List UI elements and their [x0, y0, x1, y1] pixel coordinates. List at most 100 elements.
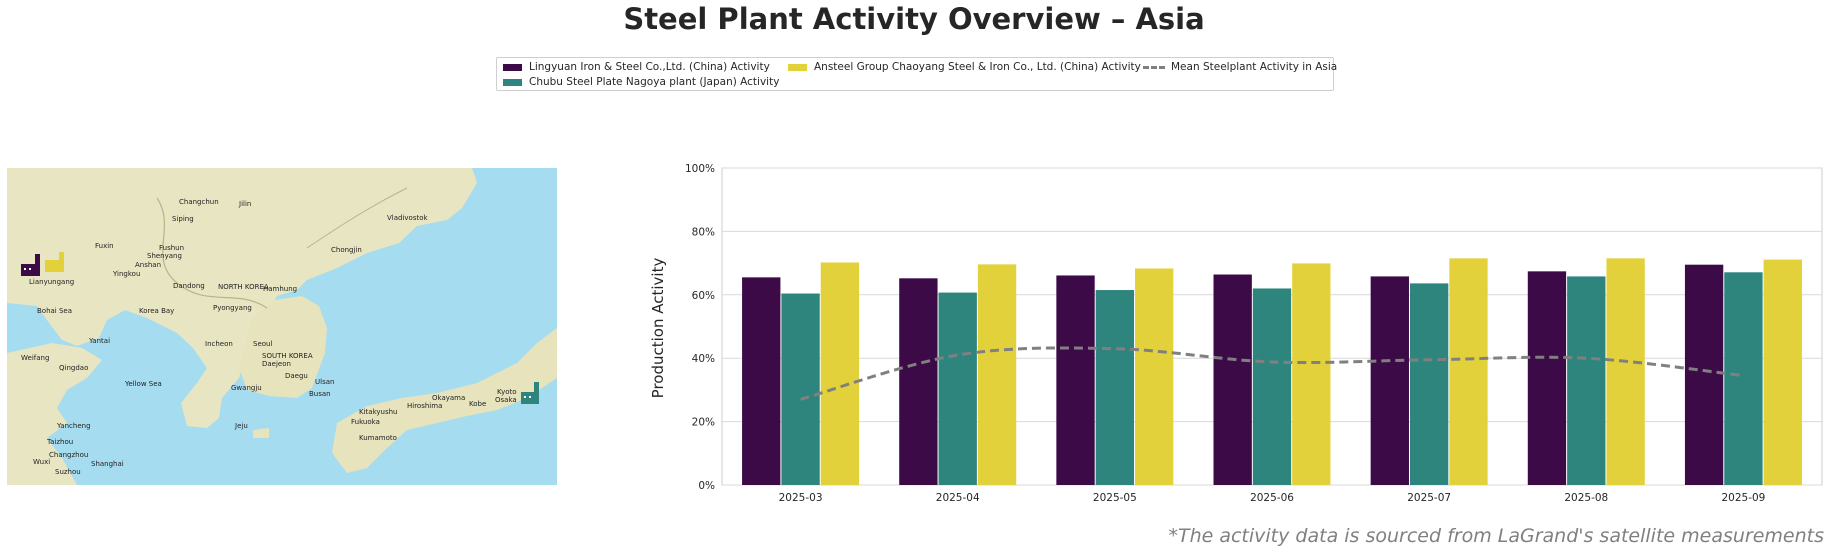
factory-icon-lingyuan	[21, 254, 40, 276]
legend-item-lingyuan: Lingyuan Iron & Steel Co.,Ltd. (China) A…	[503, 61, 770, 73]
map-mainland-south	[7, 343, 102, 485]
bar-ansteel-2025-08	[1606, 258, 1645, 485]
map-korea	[239, 296, 327, 398]
map-label: Weifang	[21, 354, 49, 362]
map-label: Kyoto	[497, 388, 517, 396]
map-label: Kitakyushu	[359, 408, 397, 416]
map-label: Pyongyang	[213, 304, 252, 312]
y-tick-label: 80%	[692, 226, 715, 238]
y-axis-label: Production Activity	[649, 257, 667, 399]
legend-item-chubu: Chubu Steel Plate Nagoya plant (Japan) A…	[503, 76, 779, 88]
map-label: Fuxin	[95, 242, 114, 250]
map-jeju	[253, 428, 269, 438]
asia-map: Changchun Jilin Siping Fuxin Fushun Shen…	[7, 168, 557, 485]
map-label: Okayama	[432, 394, 465, 402]
mean-line-layer	[800, 346, 1744, 401]
map-label: Yellow Sea	[124, 380, 162, 388]
bar-ansteel-2025-05	[1135, 268, 1174, 485]
map-label: Korea Bay	[139, 307, 174, 315]
map-label: Taizhou	[46, 438, 73, 446]
map-label: Busan	[309, 390, 331, 398]
map-label: Vladivostok	[387, 214, 429, 222]
legend-swatch-ansteel	[788, 63, 807, 71]
map-label: Jeju	[234, 422, 248, 430]
map-label: Ulsan	[315, 378, 334, 386]
legend-swatch-chubu	[503, 78, 522, 86]
map-label: NORTH KOREA	[218, 283, 269, 291]
map-label: Anshan	[135, 261, 161, 269]
map-label: Changzhou	[49, 451, 88, 459]
bar-ansteel-2025-04	[977, 264, 1017, 485]
map-japan	[332, 328, 557, 473]
mean-activity-line	[800, 346, 1744, 401]
factory-icon-chubu	[521, 382, 539, 404]
map-mainland-north	[7, 168, 477, 428]
map-label: Daejeon	[262, 360, 291, 368]
bar-lingyuan-2025-05	[1056, 275, 1095, 485]
bar-chubu-2025-03	[781, 293, 820, 485]
map-label: Shenyang	[147, 252, 182, 260]
map-label: Gwangju	[231, 384, 262, 392]
map-label: Hamhung	[263, 285, 297, 293]
chart-title: Steel Plant Activity Overview – Asia	[623, 2, 1205, 36]
legend-label-ansteel: Ansteel Group Chaoyang Steel & Iron Co.,…	[814, 61, 1141, 73]
x-tick-label: 2025-05	[1093, 492, 1137, 504]
map-label: Shanghai	[91, 460, 124, 468]
legend-item-ansteel: Ansteel Group Chaoyang Steel & Iron Co.,…	[788, 61, 1141, 73]
map-label: Siping	[172, 215, 194, 223]
y-tick-label: 40%	[692, 353, 715, 365]
y-tick-label: 60%	[692, 290, 715, 302]
map-label: Incheon	[205, 340, 233, 348]
tick-layer: 0% 20% 40% 60% 80% 100% 2025-03 2025-04 2025-05 2…	[685, 163, 1765, 504]
bar-lingyuan-2025-09	[1684, 264, 1724, 485]
bar-chubu-2025-06	[1252, 288, 1292, 485]
x-tick-label: 2025-07	[1407, 492, 1451, 504]
bar-lingyuan-2025-06	[1213, 274, 1252, 485]
map-border-line	[156, 197, 268, 309]
map-label: Yancheng	[56, 422, 91, 430]
map-label: Hiroshima	[407, 402, 442, 410]
map-label: Fukuoka	[351, 418, 380, 426]
legend-item-mean: Mean Steelplant Activity in Asia	[1143, 61, 1337, 73]
bar-lingyuan-2025-08	[1527, 271, 1567, 485]
legend-label-chubu: Chubu Steel Plate Nagoya plant (Japan) A…	[529, 76, 780, 88]
bar-layer	[742, 258, 1802, 485]
bar-ansteel-2025-06	[1292, 263, 1331, 485]
map-label: Wuxi	[33, 458, 50, 466]
x-tick-label: 2025-03	[779, 492, 823, 504]
map-label: Fushun	[159, 244, 184, 252]
bar-chubu-2025-08	[1567, 276, 1606, 485]
map-label: Kobe	[469, 400, 486, 408]
legend-swatch-mean	[1143, 65, 1165, 69]
bar-ansteel-2025-07	[1449, 258, 1488, 485]
x-tick-label: 2025-04	[936, 492, 980, 504]
bar-chubu-2025-09	[1724, 272, 1763, 485]
map-label: SOUTH KOREA	[262, 352, 313, 360]
map-label: Daegu	[285, 372, 308, 380]
y-tick-label: 20%	[692, 417, 715, 429]
x-tick-label: 2025-09	[1721, 492, 1765, 504]
map-label: Chongjin	[331, 246, 362, 254]
map-label: Kumamoto	[359, 434, 397, 442]
map-label: Yantai	[88, 337, 110, 345]
bar-lingyuan-2025-03	[742, 277, 781, 485]
legend-label-mean: Mean Steelplant Activity in Asia	[1171, 61, 1338, 73]
x-tick-label: 2025-06	[1250, 492, 1294, 504]
map-border-line-2	[306, 187, 408, 249]
x-tick-label: 2025-08	[1564, 492, 1608, 504]
y-tick-label: 0%	[698, 480, 715, 492]
map-canvas: Changchun Jilin Siping Fuxin Fushun Shen…	[7, 168, 557, 485]
bar-lingyuan-2025-07	[1370, 276, 1409, 485]
chart-legend: Lingyuan Iron & Steel Co.,Ltd. (China) A…	[496, 57, 1337, 91]
map-label: Qingdao	[59, 364, 88, 372]
map-label: Changchun	[179, 198, 219, 206]
map-label: Seoul	[253, 340, 272, 348]
map-label: Bohai Sea	[37, 307, 72, 315]
bar-chubu-2025-04	[938, 292, 977, 485]
bar-lingyuan-2025-04	[899, 278, 938, 485]
map-label: Dandong	[173, 282, 205, 290]
bar-chubu-2025-07	[1409, 283, 1449, 485]
map-label: Suzhou	[55, 468, 81, 476]
map-label: Yingkou	[112, 270, 140, 278]
